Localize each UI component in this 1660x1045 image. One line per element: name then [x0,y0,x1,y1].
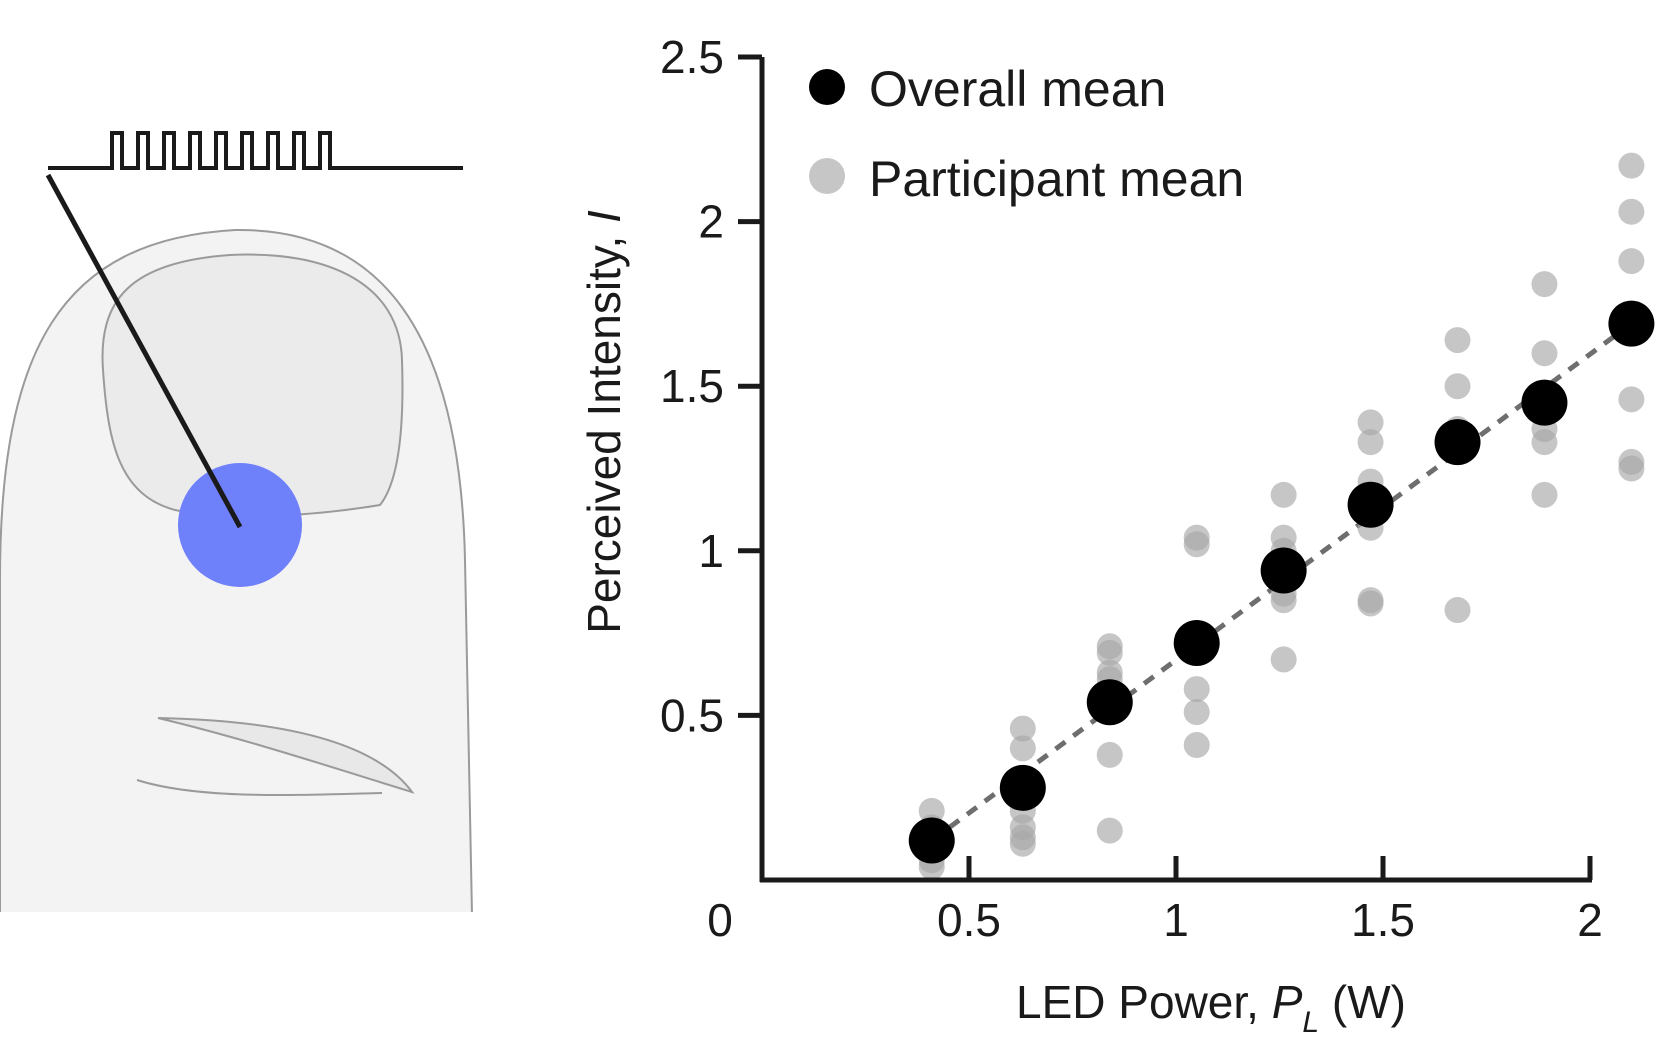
overall-mean-point [1086,679,1133,726]
participant-mean-point [1183,531,1210,558]
skin-crease-lower [136,779,383,797]
x-axis-label-text: LED Power, [1016,976,1272,1028]
scatter-chart: 0.5 1 1.5 2 2.5 0.5 1 1.5 2 0 LED Power, PL (W)… [578,31,1655,1039]
participant-mean-point [1531,481,1558,508]
legend-label-overall: Overall mean [869,61,1166,117]
participant-mean-point [1357,409,1384,436]
overall-mean-point [1173,619,1220,666]
x-tick-label: 1 [1163,894,1189,946]
x-axis-label-subscript: L [1302,1006,1319,1039]
x-axis-label: LED Power, PL (W) [1016,976,1406,1039]
pulse-train-waveform [48,131,463,170]
participant-mean-point [1444,327,1471,354]
participant-mean-point [1618,248,1645,275]
participant-mean-point [1183,676,1210,703]
overall-mean-point [1434,419,1481,466]
legend-marker-overall [809,69,845,105]
x-ticks: 0.5 1 1.5 2 [937,856,1603,946]
y-axis-label-symbol: I [578,210,630,223]
overall-mean-point [1347,481,1394,528]
participant-mean-point [1096,639,1123,666]
participant-mean-point [1618,198,1645,225]
participant-mean-point [1096,817,1123,844]
led-lead-wire [45,173,243,529]
y-tick-label: 2.5 [660,31,724,83]
y-tick-label: 2 [698,196,724,248]
overall-mean-point [1608,300,1655,347]
participant-mean-point [1531,271,1558,298]
y-axis-label: Perceived Intensity, I [578,210,630,634]
participant-mean-point [1618,152,1645,179]
participant-mean-point [1444,373,1471,400]
skin-crease-upper [157,717,415,794]
participant-mean-point [1531,340,1558,367]
participant-mean-point [1444,597,1471,624]
fingernail [101,253,404,518]
participant-mean-point [1009,830,1036,857]
participant-mean-point [1618,386,1645,413]
participant-mean-point [1009,735,1036,762]
participant-mean-point [1183,732,1210,759]
finger-bottom-cut [0,912,480,922]
overall-mean-point [999,764,1046,811]
y-tick-label: 1 [698,525,724,577]
x-tick-label: 0.5 [937,894,1001,946]
participant-mean-point [1357,429,1384,456]
origin-tick-label: 0 [707,894,733,946]
participant-mean-point [1270,646,1297,673]
x-axis-label-unit: (W) [1319,976,1406,1028]
y-ticks: 0.5 1 1.5 2 2.5 [660,31,762,741]
overall-mean-point [908,817,955,864]
y-tick-label: 0.5 [660,689,724,741]
y-tick-label: 1.5 [660,360,724,412]
x-tick-label: 1.5 [1351,894,1415,946]
participant-mean-point [1357,590,1384,617]
overall-mean-point [1260,547,1307,594]
overall-mean-points [908,300,1655,864]
fingertip-illustration [0,131,480,922]
overall-mean-point [1521,379,1568,426]
participant-mean-point [1009,715,1036,742]
participant-mean-point [1096,741,1123,768]
legend-marker-participant [809,158,845,194]
x-tick-label: 2 [1577,894,1603,946]
participant-mean-point [1270,481,1297,508]
participant-mean-point [1183,699,1210,726]
x-axis-label-symbol: P [1272,976,1303,1028]
participant-mean-point [1270,587,1297,614]
participant-mean-point [1618,455,1645,482]
participant-mean-point [1531,429,1558,456]
legend-label-participant: Participant mean [869,151,1244,207]
legend: Overall mean Participant mean [809,61,1244,207]
y-axis-label-text: Perceived Intensity, [578,223,630,634]
